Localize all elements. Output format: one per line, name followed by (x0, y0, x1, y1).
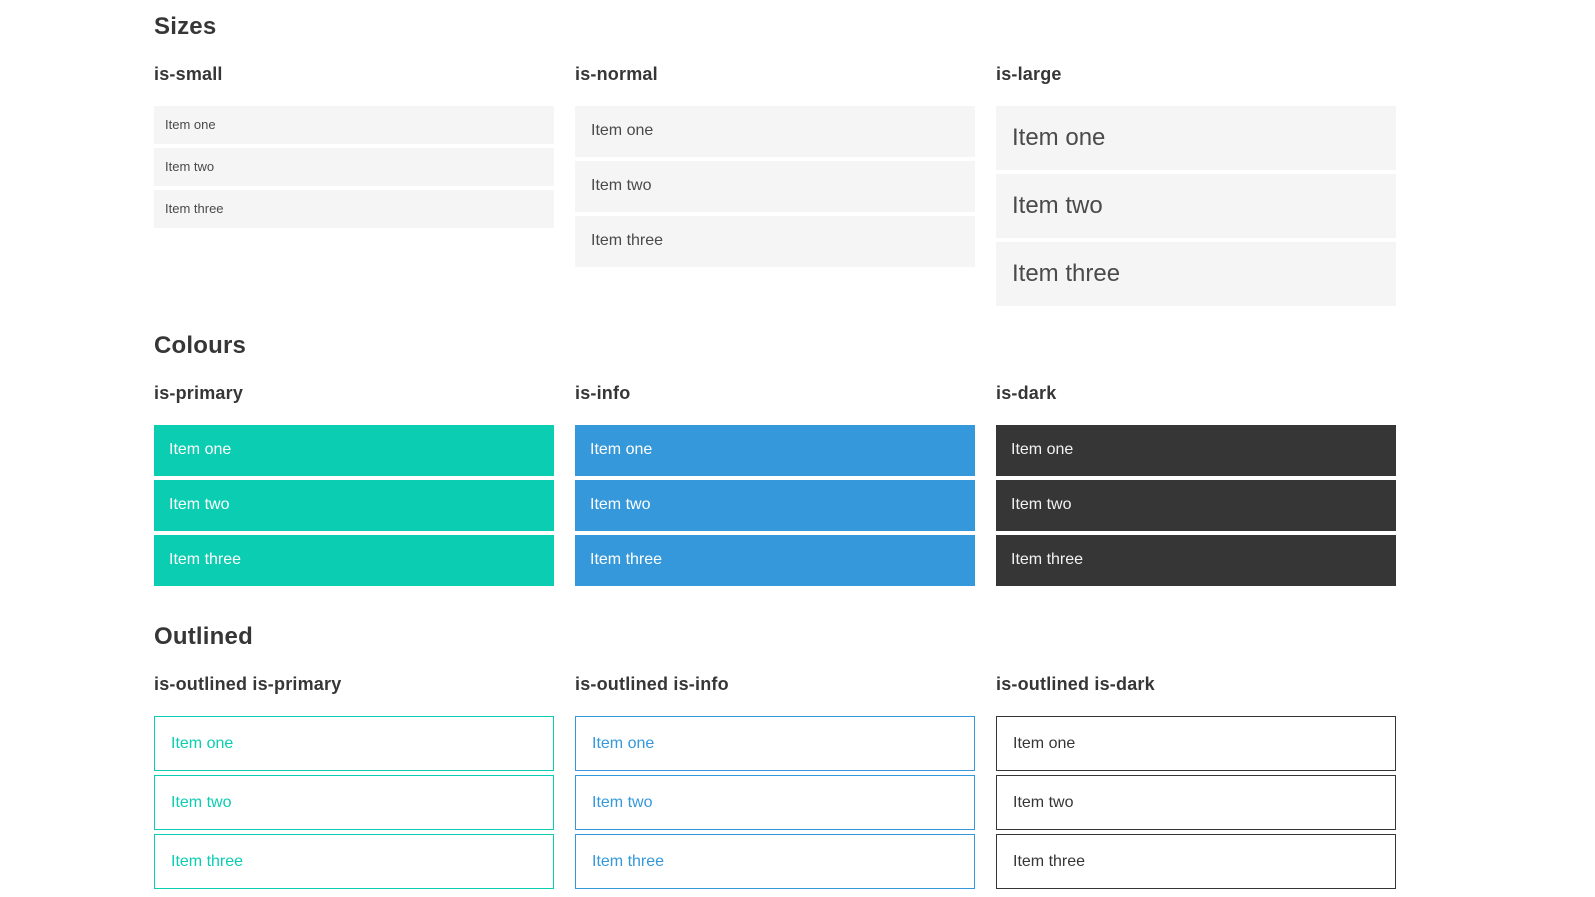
menu-list-outlined-primary: Item one Item two Item three (154, 716, 554, 889)
menu-item[interactable]: Item two (575, 161, 975, 212)
menu-item[interactable]: Item two (996, 775, 1396, 830)
menu-list-outlined-info: Item one Item two Item three (575, 716, 975, 889)
group-label-is-primary: is-primary (154, 383, 244, 403)
menu-item[interactable]: Item two (996, 480, 1396, 531)
group-is-normal: is-normal Item one Item two Item three (575, 64, 975, 267)
group-label-outlined-dark: is-outlined is-dark (996, 674, 1155, 694)
menu-item[interactable]: Item three (154, 834, 554, 889)
group-label-outlined-info: is-outlined is-info (575, 674, 729, 694)
menu-item[interactable]: Item three (996, 535, 1396, 586)
group-outlined-dark: is-outlined is-dark Item one Item two It… (996, 674, 1396, 889)
menu-item[interactable]: Item one (575, 106, 975, 157)
menu-item[interactable]: Item three (575, 834, 975, 889)
menu-list-primary: Item one Item two Item three (154, 425, 554, 586)
section-title-outlined: Outlined (154, 623, 253, 650)
group-label-outlined-primary: is-outlined is-primary (154, 674, 342, 694)
group-outlined-primary: is-outlined is-primary Item one Item two… (154, 674, 554, 889)
menu-item[interactable]: Item two (154, 775, 554, 830)
menu-item[interactable]: Item two (575, 775, 975, 830)
sizes-grid: is-small Item one Item two Item three is… (154, 64, 1396, 306)
group-is-primary: is-primary Item one Item two Item three (154, 383, 554, 586)
menu-list-dark: Item one Item two Item three (996, 425, 1396, 586)
menu-item[interactable]: Item one (154, 106, 554, 144)
menu-item[interactable]: Item two (154, 480, 554, 531)
menu-item[interactable]: Item one (154, 425, 554, 476)
group-is-small: is-small Item one Item two Item three (154, 64, 554, 228)
content-container: Sizes is-small Item one Item two Item th… (154, 0, 1396, 889)
menu-item[interactable]: Item two (154, 148, 554, 186)
section-title-colours: Colours (154, 332, 247, 359)
group-label-is-small: is-small (154, 64, 223, 84)
menu-item[interactable]: Item three (575, 535, 975, 586)
group-label-is-info: is-info (575, 383, 631, 403)
menu-item[interactable]: Item three (996, 242, 1396, 306)
group-is-large: is-large Item one Item two Item three (996, 64, 1396, 306)
group-outlined-info: is-outlined is-info Item one Item two It… (575, 674, 975, 889)
menu-item[interactable]: Item two (575, 480, 975, 531)
menu-item[interactable]: Item three (575, 216, 975, 267)
group-is-dark: is-dark Item one Item two Item three (996, 383, 1396, 586)
group-label-is-normal: is-normal (575, 64, 658, 84)
menu-item[interactable]: Item one (996, 106, 1396, 170)
menu-item[interactable]: Item one (996, 425, 1396, 476)
menu-item[interactable]: Item one (996, 716, 1396, 771)
menu-item[interactable]: Item three (996, 834, 1396, 889)
group-label-is-dark: is-dark (996, 383, 1057, 403)
menu-item[interactable]: Item three (154, 535, 554, 586)
menu-list-small: Item one Item two Item three (154, 106, 554, 228)
menu-item[interactable]: Item one (154, 716, 554, 771)
menu-list-normal: Item one Item two Item three (575, 106, 975, 267)
menu-list-info: Item one Item two Item three (575, 425, 975, 586)
section-title-sizes: Sizes (154, 13, 217, 40)
menu-list-outlined-dark: Item one Item two Item three (996, 716, 1396, 889)
colours-grid: is-primary Item one Item two Item three … (154, 383, 1396, 586)
outlined-grid: is-outlined is-primary Item one Item two… (154, 674, 1396, 889)
menu-item[interactable]: Item one (575, 716, 975, 771)
group-is-info: is-info Item one Item two Item three (575, 383, 975, 586)
menu-item[interactable]: Item three (154, 190, 554, 228)
menu-list-large: Item one Item two Item three (996, 106, 1396, 306)
menu-item[interactable]: Item one (575, 425, 975, 476)
group-label-is-large: is-large (996, 64, 1062, 84)
menu-item[interactable]: Item two (996, 174, 1396, 238)
